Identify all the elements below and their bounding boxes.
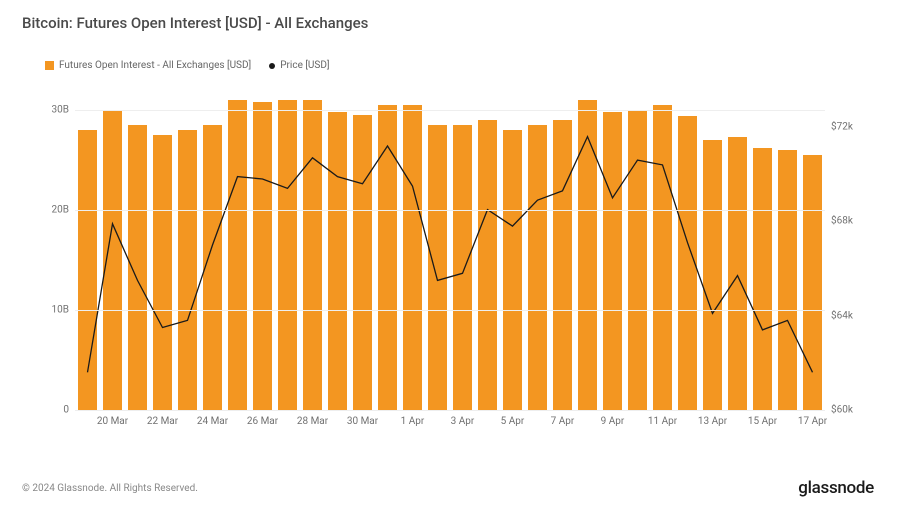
y-left-tick: 30B — [52, 105, 69, 116]
x-tick: 7 Apr — [551, 416, 575, 427]
price-line — [75, 80, 825, 410]
y-right-tick: $64k — [831, 310, 853, 321]
legend-swatch-dot — [269, 63, 275, 69]
x-tick: 28 Mar — [297, 416, 328, 427]
y-right-tick: $68k — [831, 216, 853, 227]
chart-area: 010B20B30B$60k$64k$68k$72k 20 Mar22 Mar2… — [45, 80, 863, 440]
grid-line — [75, 210, 825, 211]
y-left-tick: 10B — [52, 305, 69, 316]
x-axis: 20 Mar 22 Mar 24 Mar 26 Mar 28 Mar 30 Mar 1 Ap… — [75, 410, 825, 440]
legend-label-price: Price [USD] — [280, 60, 329, 71]
x-tick: 30 Mar — [347, 416, 378, 427]
brand-logo: glassnode — [798, 478, 874, 498]
x-tick: 20 Mar — [97, 416, 128, 427]
x-tick: 15 Apr — [748, 416, 777, 427]
chart-title: Bitcoin: Futures Open Interest [USD] - A… — [22, 14, 368, 32]
legend-label-oi: Futures Open Interest - All Exchanges [U… — [59, 60, 251, 71]
y-left-tick: 0 — [63, 405, 69, 416]
x-tick: 9 Apr — [601, 416, 625, 427]
y-right-tick: $72k — [831, 122, 853, 133]
price-path — [88, 137, 813, 373]
grid-line — [75, 310, 825, 311]
x-tick: 5 Apr — [501, 416, 525, 427]
x-tick: 26 Mar — [247, 416, 278, 427]
chart-container: Bitcoin: Futures Open Interest [USD] - A… — [0, 0, 904, 508]
y-left-tick: 20B — [52, 205, 69, 216]
legend-item-price: Price [USD] — [269, 60, 329, 71]
x-tick: 1 Apr — [401, 416, 425, 427]
x-tick: 22 Mar — [147, 416, 178, 427]
x-tick: 24 Mar — [197, 416, 228, 427]
plot-area: 010B20B30B$60k$64k$68k$72k — [75, 80, 825, 411]
grid-line — [75, 110, 825, 111]
y-right-tick: $60k — [831, 405, 853, 416]
x-tick: 13 Apr — [698, 416, 727, 427]
x-tick: 11 Apr — [648, 416, 677, 427]
legend-swatch-bar — [45, 61, 54, 70]
x-tick: 17 Apr — [798, 416, 827, 427]
copyright: © 2024 Glassnode. All Rights Reserved. — [22, 483, 198, 494]
legend-item-oi: Futures Open Interest - All Exchanges [U… — [45, 60, 251, 71]
x-tick: 3 Apr — [451, 416, 475, 427]
legend: Futures Open Interest - All Exchanges [U… — [45, 60, 330, 71]
